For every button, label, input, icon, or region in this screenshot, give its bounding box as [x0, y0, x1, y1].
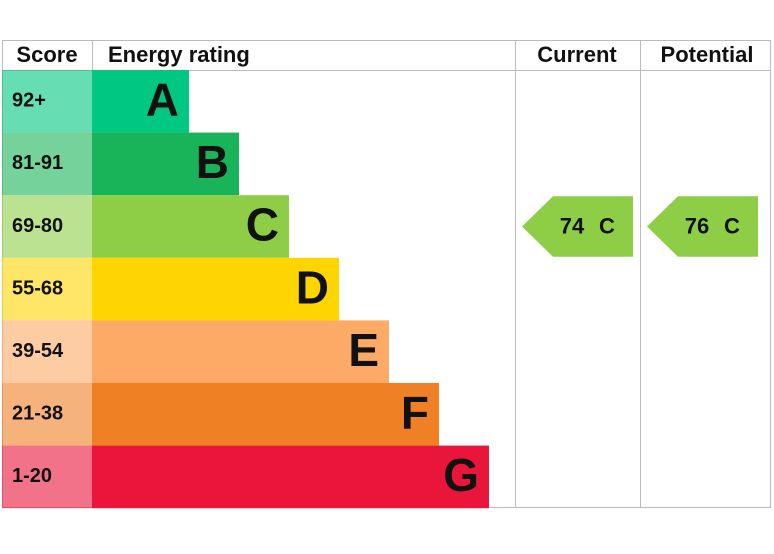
header-potential: Potential	[661, 42, 754, 67]
score-cell	[2, 132, 92, 196]
rating-letter: A	[146, 73, 179, 125]
score-label: 21-38	[12, 403, 63, 425]
rating-bar	[92, 195, 289, 258]
rating-letter: G	[443, 449, 479, 501]
score-label: 81-91	[12, 152, 63, 174]
rating-bar	[92, 320, 389, 383]
score-label: 1-20	[12, 465, 52, 487]
score-label: 55-68	[12, 277, 63, 299]
rating-bar	[92, 70, 189, 133]
rating-bar	[92, 445, 489, 509]
potential-rating: C	[724, 213, 740, 238]
score-label: 39-54	[12, 340, 64, 362]
header-score: Score	[16, 42, 77, 67]
score-cell	[2, 383, 92, 446]
rating-letter: F	[401, 386, 429, 438]
rating-bar	[92, 383, 439, 446]
score-label: 69-80	[12, 215, 63, 237]
potential-score: 76	[685, 213, 709, 238]
rating-bar	[92, 257, 339, 321]
rating-letter: C	[246, 199, 279, 251]
potential-arrow	[647, 196, 758, 257]
score-cell	[2, 195, 92, 258]
score-cell	[2, 445, 92, 509]
score-cell	[2, 70, 92, 133]
rating-letter: D	[296, 261, 329, 313]
header-rating: Energy rating	[108, 42, 250, 67]
current-rating: C	[599, 213, 615, 238]
score-label: 92+	[12, 90, 46, 112]
score-cell	[2, 320, 92, 383]
current-score: 74	[560, 213, 585, 238]
rating-letter: B	[196, 136, 229, 188]
rating-bar	[92, 132, 239, 196]
current-arrow	[522, 196, 633, 257]
rating-letter: E	[348, 324, 379, 376]
header-current: Current	[537, 42, 617, 67]
score-cell	[2, 257, 92, 321]
